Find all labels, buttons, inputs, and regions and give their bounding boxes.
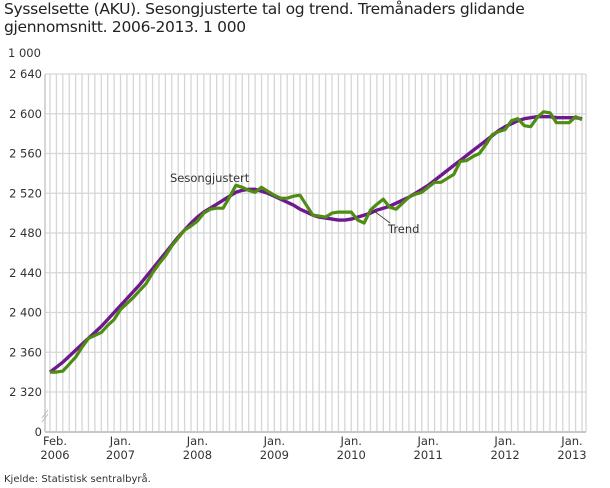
y-tick-label: 2 480 xyxy=(9,226,42,240)
source-note: Kjelde: Statistisk sentralbyrå. xyxy=(4,474,151,485)
x-tick-label: 2010 xyxy=(337,448,366,462)
x-tick-label: 2006 xyxy=(40,448,69,462)
x-tick-label: 2007 xyxy=(106,448,135,462)
annotation-trend: Trend xyxy=(387,222,419,236)
series-line-trend xyxy=(48,115,583,374)
y-tick-label: 2 640 xyxy=(9,67,42,81)
x-tick-label: Jan. xyxy=(560,434,582,448)
x-tick-label: Jan. xyxy=(186,434,208,448)
x-tick-label: 2013 xyxy=(557,448,586,462)
x-tick-label: 2008 xyxy=(183,448,212,462)
x-tick-label: Feb. xyxy=(43,434,67,448)
x-tick-label: Jan. xyxy=(109,434,131,448)
y-tick-label: 2 400 xyxy=(9,306,42,320)
axis-break-icon xyxy=(41,409,49,423)
x-tick-label: Jan. xyxy=(416,434,438,448)
annotation-sesongjustert: Sesongjustert xyxy=(170,171,250,185)
x-tick-label: 2012 xyxy=(490,448,519,462)
x-tick-label: 2011 xyxy=(414,448,443,462)
x-tick-label: Jan. xyxy=(493,434,515,448)
y-tick-label: 2 520 xyxy=(9,186,42,200)
y-tick-label: 2 440 xyxy=(9,266,42,280)
y-tick-label: 0 xyxy=(35,425,42,439)
annotation-leader-line xyxy=(373,210,391,224)
x-tick-label: 2009 xyxy=(260,448,289,462)
x-tick-label: Jan. xyxy=(340,434,362,448)
y-tick-label: 2 600 xyxy=(9,107,42,121)
chart-title: Sysselsette (AKU). Sesongjusterte tal og… xyxy=(4,0,525,36)
y-tick-label: 2 360 xyxy=(9,345,42,359)
x-tick-label: Jan. xyxy=(263,434,285,448)
y-tick-label: 2 320 xyxy=(9,385,42,399)
y-tick-label: 2 560 xyxy=(9,147,42,161)
y-axis-unit-label: 1 000 xyxy=(8,46,41,60)
series-line-sesongjustert xyxy=(50,110,583,374)
